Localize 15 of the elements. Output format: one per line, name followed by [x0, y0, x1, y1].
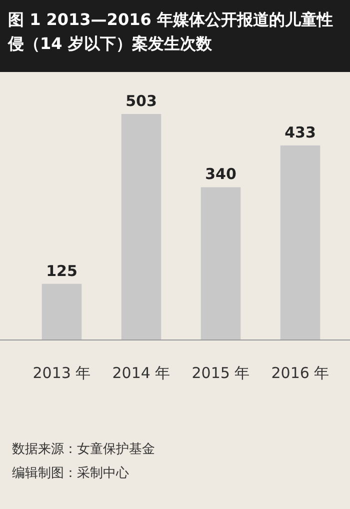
x-tick-label: 2016 年: [271, 364, 330, 382]
data-label: 125: [46, 262, 78, 280]
data-label: 433: [284, 123, 316, 142]
bar: [200, 187, 241, 340]
data-label: 340: [205, 165, 236, 184]
bar: [42, 284, 82, 340]
x-tick-label: 2015 年: [192, 364, 250, 382]
bar: [280, 145, 320, 340]
data-label: 503: [126, 92, 157, 110]
source-note: 数据来源：女童保护基金: [12, 441, 155, 459]
x-tick-label: 2013 年: [32, 364, 91, 382]
chart-title: 图 1 2013—2016 年媒体公开报道的儿童性侵（14 岁以下）案发生次数: [0, 0, 350, 72]
bar: [121, 114, 162, 340]
x-tick-label: 2014 年: [112, 364, 170, 382]
text: 编辑制图：采制中心: [12, 465, 130, 483]
